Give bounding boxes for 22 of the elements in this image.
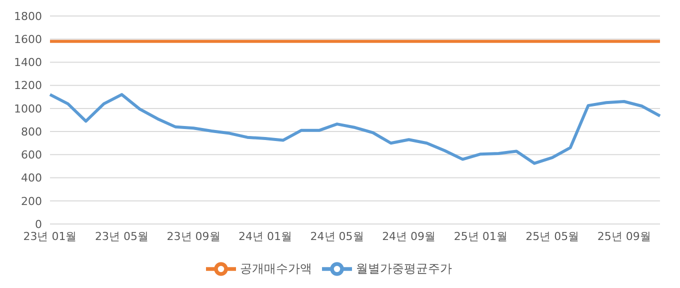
- x-tick-label: 23년 05월: [95, 230, 149, 243]
- y-tick-label: 0: [35, 218, 42, 231]
- x-tick-label: 25년 09월: [597, 230, 651, 243]
- y-tick-label: 200: [21, 194, 42, 208]
- y-tick-label: 1000: [14, 102, 42, 116]
- line-series: [48, 93, 662, 165]
- x-tick-label: 24년 01월: [238, 230, 292, 243]
- legend-label: 월별가중평균주가: [356, 261, 452, 276]
- x-tick-label: 25년 01월: [454, 230, 508, 243]
- y-tick-label: 1200: [14, 79, 42, 92]
- x-tick-label: 25년 05월: [526, 230, 580, 243]
- legend-label: 공개매수가액: [240, 261, 312, 276]
- x-tick-label: 24년 09월: [382, 230, 436, 243]
- x-tick-label: 23년 01월: [23, 230, 77, 243]
- x-tick-label: 24년 05월: [310, 230, 364, 243]
- x-tick-label: 23년 09월: [166, 230, 220, 243]
- y-tick-label: 1800: [14, 10, 42, 23]
- y-tick-label: 1400: [14, 56, 42, 70]
- y-tick-label: 800: [21, 125, 42, 138]
- y-tick-label: 1600: [14, 33, 42, 46]
- y-tick-label: 600: [21, 148, 42, 162]
- y-tick-label: 400: [21, 172, 42, 185]
